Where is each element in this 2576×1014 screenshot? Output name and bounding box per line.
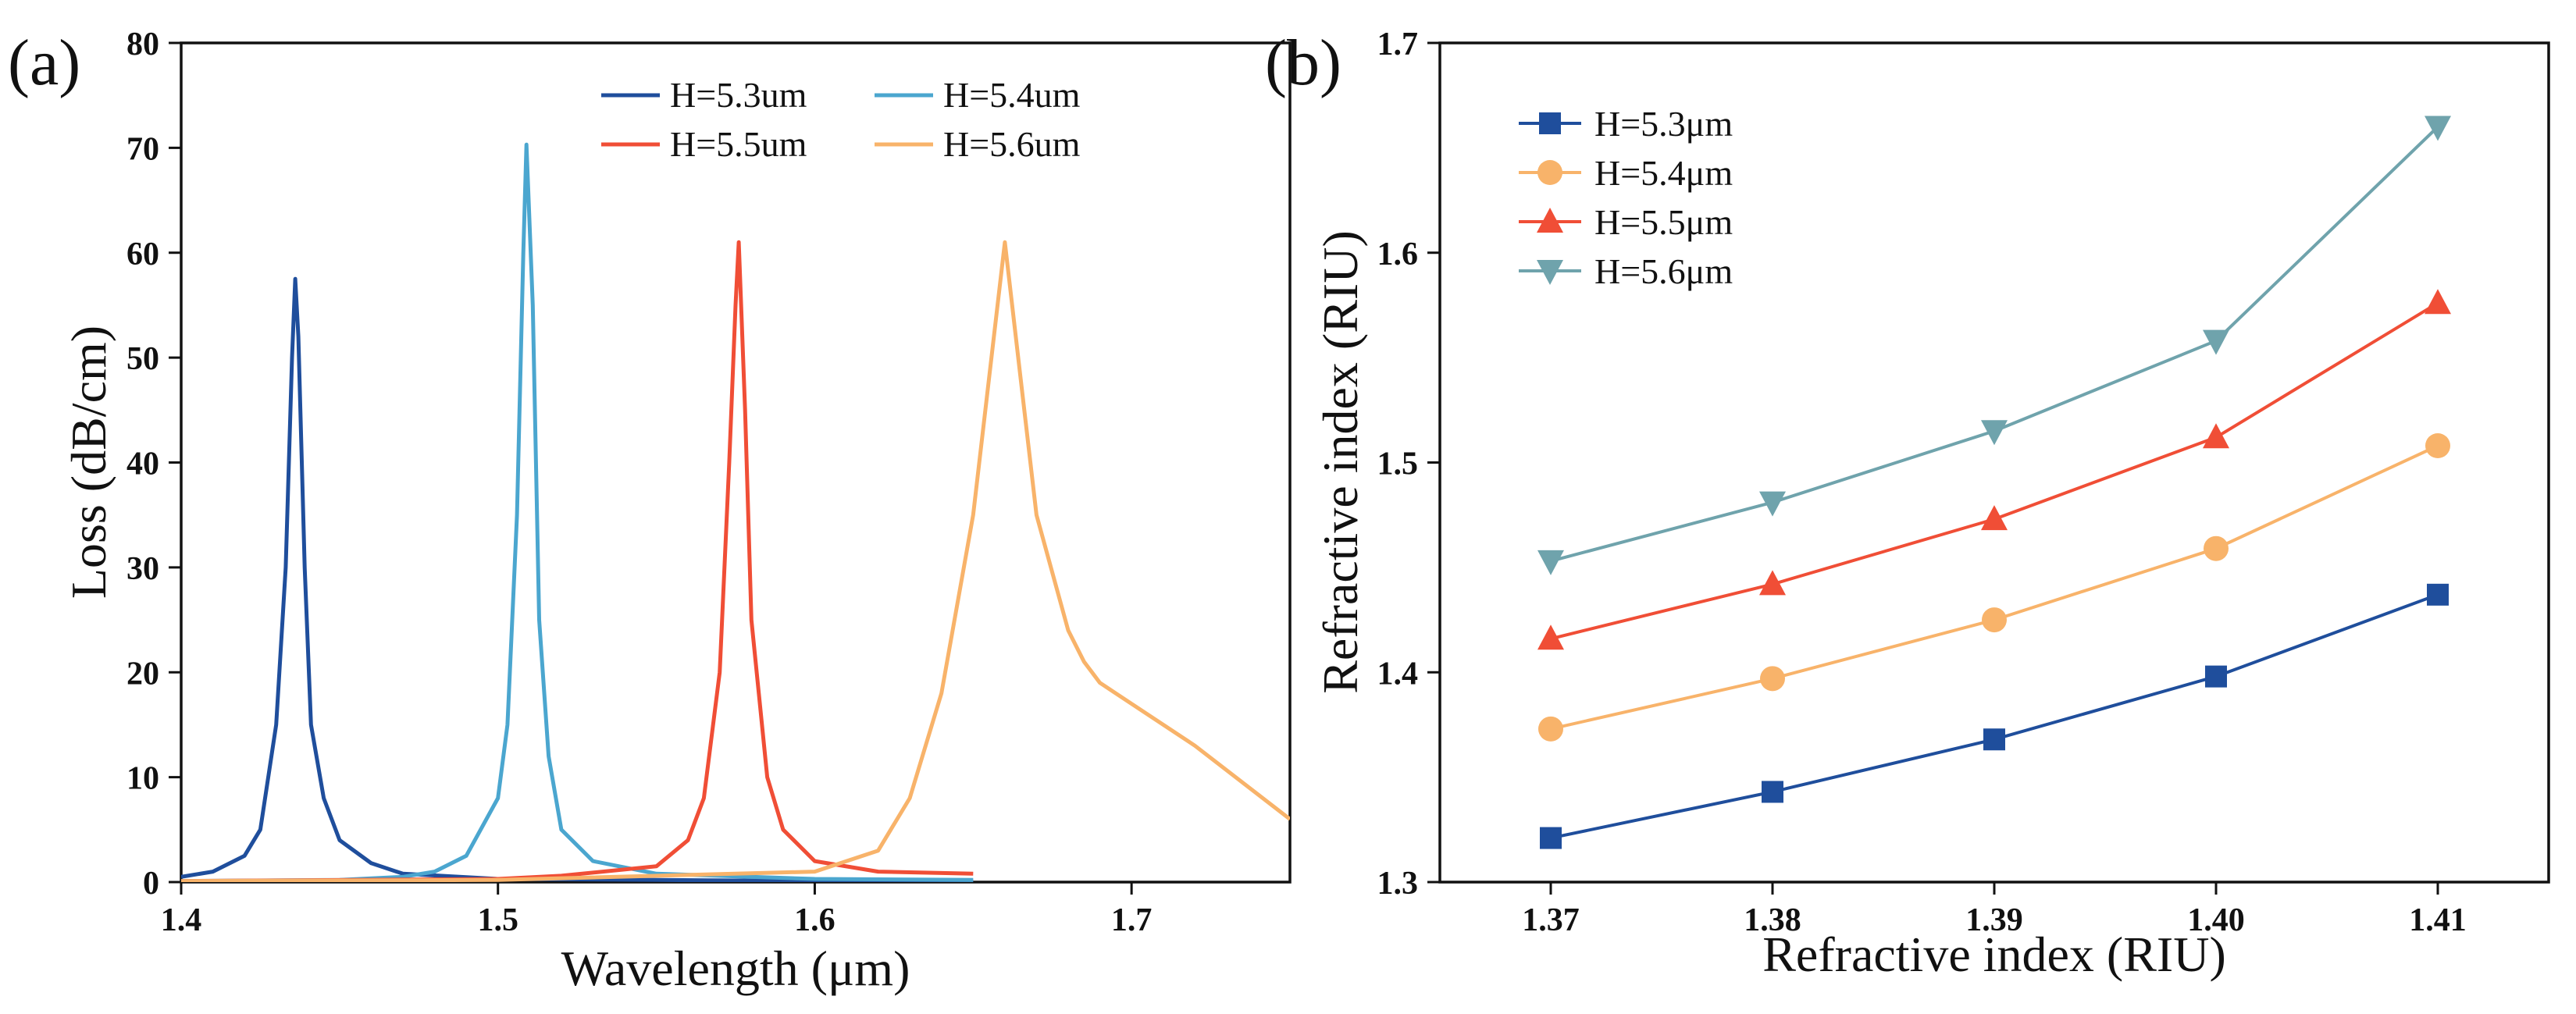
data-point [2204, 535, 2229, 561]
panel-a-label: (a) [8, 27, 80, 99]
series-line-1 [181, 276, 974, 882]
x-axis-title-b: Refractive index (RIU) [1762, 927, 2226, 982]
y-axis-title-a: Loss (dB/cm) [61, 326, 116, 599]
x-tick-label-a: 1.6 [794, 902, 836, 938]
panel-b-label: (b) [1265, 27, 1341, 99]
legend-label-4: H=5.6um [943, 124, 1081, 164]
y-tick-label-b: 1.3 [1377, 866, 1419, 902]
legend-marker-3 [1537, 208, 1563, 233]
y-tick-label-a: 50 [126, 341, 159, 377]
y-axis-title-b: Refractive index (RIU) [1313, 230, 1368, 694]
series-line-2 [1550, 444, 2439, 731]
series-line-4 [181, 240, 1290, 882]
legend-label-2: H=5.4μm [1594, 153, 1733, 193]
data-point [1540, 827, 1562, 849]
y-tick-label-a: 60 [126, 237, 159, 272]
legend-label-2: H=5.4um [943, 75, 1081, 115]
series-line-3 [1550, 301, 2439, 641]
chart-panel-b: 1.37 1.38 1.39 1.40 1.41 1.3 1.4 1.5 1.6 1.7 Refra… [1313, 27, 2550, 982]
x-axis-title-a: Wavelength (μm) [561, 941, 910, 996]
data-point [2203, 329, 2229, 355]
data-point [1760, 666, 1785, 692]
x-tick-label-b: 1.41 [2409, 902, 2467, 938]
chart-panel-a: 1.4 1.5 1.6 1.7 0 10 20 30 40 50 60 70 80 Wavelength … [61, 27, 1292, 996]
y-tick-label-b: 1.5 [1377, 447, 1419, 482]
data-point [2205, 665, 2227, 688]
x-tick-label-a: 1.4 [161, 902, 202, 938]
x-tick-label-b: 1.40 [2187, 902, 2245, 938]
plot-frame-a [180, 41, 1292, 884]
y-tick-label-b: 1.7 [1377, 27, 1419, 62]
y-tick-label-a: 40 [126, 447, 159, 482]
data-point [2425, 289, 2451, 315]
data-point [1537, 624, 1564, 650]
y-tick-label-a: 80 [126, 27, 159, 62]
x-tick-label-b: 1.38 [1744, 902, 1801, 938]
data-point [1982, 607, 2007, 633]
x-tick-label-a: 1.5 [477, 902, 518, 938]
data-point [2425, 116, 2451, 141]
data-point [2425, 433, 2450, 458]
x-tick-label-b: 1.39 [1965, 902, 2023, 938]
legend-label-3: H=5.5μm [1594, 202, 1733, 242]
x-tick-label-a: 1.7 [1111, 902, 1153, 938]
series-line-2 [181, 142, 974, 882]
data-point [1981, 505, 2008, 531]
legend-marker-2 [1537, 160, 1562, 185]
legend-label-1: H=5.3um [670, 75, 807, 115]
y-tick-label-a: 70 [126, 131, 159, 167]
data-point [1762, 781, 1783, 803]
data-point [2203, 423, 2229, 449]
legend-marker-4 [1537, 260, 1563, 285]
data-point [1981, 420, 2008, 446]
series-line-3 [181, 240, 974, 882]
y-tick-label-a: 30 [126, 551, 159, 587]
y-tick-label-b: 1.4 [1377, 656, 1419, 692]
legend-marker-1 [1539, 112, 1561, 134]
data-point [1538, 716, 1563, 742]
x-tick-label-b: 1.37 [1522, 902, 1580, 938]
data-point [1537, 550, 1564, 575]
y-tick-label-b: 1.6 [1377, 237, 1419, 272]
data-point [1983, 728, 2005, 751]
y-tick-label-a: 20 [126, 656, 159, 692]
legend-label-1: H=5.3μm [1594, 104, 1733, 144]
y-tick-label-a: 10 [126, 761, 159, 797]
data-point [2427, 583, 2449, 606]
legend-label-4: H=5.6μm [1594, 251, 1733, 291]
data-point [1759, 570, 1786, 596]
legend-label-3: H=5.5um [670, 124, 807, 164]
data-point [1759, 491, 1786, 517]
y-tick-label-a: 0 [143, 866, 159, 902]
